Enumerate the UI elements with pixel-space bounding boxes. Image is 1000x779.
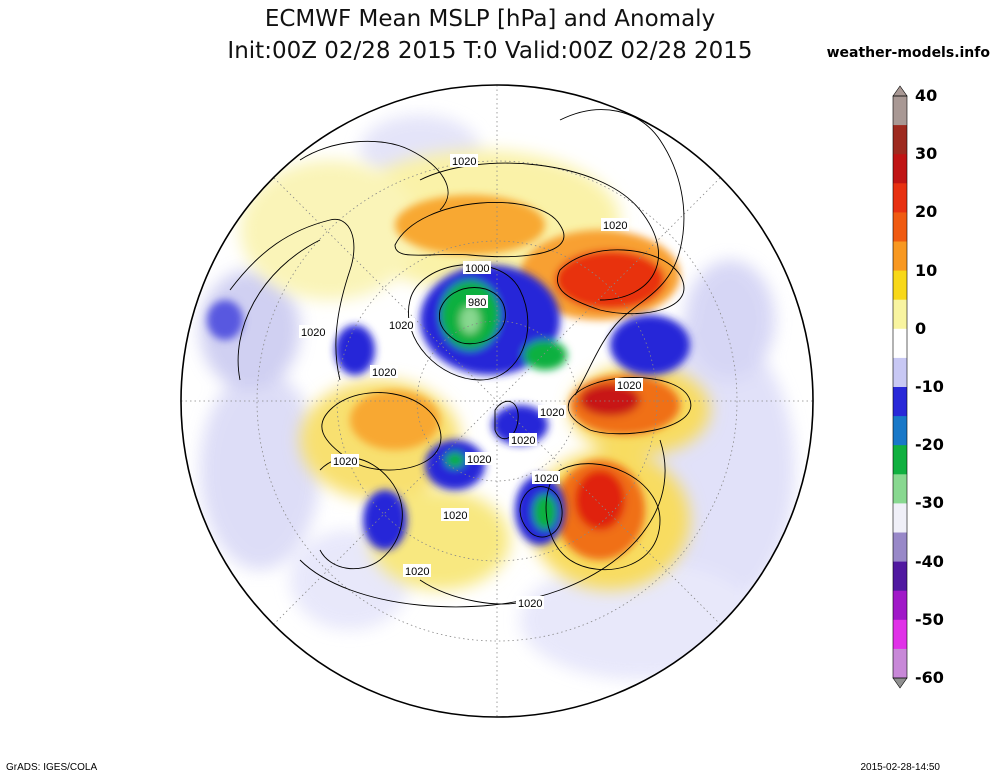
colorbar-segment (893, 328, 907, 359)
colorbar-tick-label: -20 (915, 435, 944, 455)
colorbar-segment (893, 416, 907, 446)
isobar-label: 1020 (509, 433, 537, 447)
colorbar-segment (893, 387, 907, 417)
svg-text:1000: 1000 (465, 263, 489, 275)
isobar-label: 1020 (370, 365, 398, 379)
site-label: weather-models.info (826, 45, 990, 61)
footer-credit: GrADS: IGES/COLA (6, 762, 98, 773)
colorbar-segment (893, 532, 907, 563)
isobar-label: 1020 (465, 452, 493, 466)
colorbar-segment (893, 154, 907, 184)
svg-text:1020: 1020 (452, 156, 476, 168)
colorbar-segment (893, 212, 907, 242)
colorbar-tick-label: 0 (915, 318, 927, 338)
svg-text:1020: 1020 (467, 454, 491, 466)
map-title: ECMWF Mean MSLP [hPa] and Anomaly (264, 6, 716, 32)
isobar-label: 1020 (387, 318, 415, 332)
isobar-label: 1020 (299, 325, 327, 339)
colorbar-tick-label: -50 (915, 609, 944, 629)
isobar-label: 1020 (601, 218, 629, 232)
globe-border (180, 84, 814, 718)
colorbar (892, 85, 908, 689)
colorbar-segment (893, 125, 907, 155)
footer-timestamp: 2015-02-28-14:50 (860, 762, 940, 773)
svg-text:1020: 1020 (603, 220, 627, 232)
isobar-label: 1020 (441, 508, 469, 522)
svg-text:1020: 1020 (301, 327, 325, 339)
colorbar-tick-label: -10 (915, 377, 944, 396)
colorbar-tick-label: 20 (915, 202, 938, 222)
svg-text:1020: 1020 (518, 598, 542, 610)
svg-text:1020: 1020 (540, 407, 564, 419)
colorbar-segment (893, 445, 907, 475)
svg-text:1020: 1020 (511, 435, 535, 447)
colorbar-tick-label: 40 (915, 86, 938, 105)
colorbar-tick-label: -30 (915, 493, 944, 513)
colorbar-segment (893, 619, 907, 650)
colorbar-tick-label: -40 (915, 551, 944, 571)
colorbar-segment (893, 648, 907, 679)
svg-text:1020: 1020 (443, 510, 467, 522)
colorbar-segment (893, 96, 907, 126)
isobar-label: 1020 (532, 471, 560, 485)
svg-text:1020: 1020 (405, 566, 429, 578)
isobar-labels: 1020 1020 1020 1020 1000 980 1020 1020 1… (299, 154, 643, 610)
colorbar-segment (893, 357, 907, 388)
isobar-label: 1020 (615, 378, 643, 392)
map-fill (181, 85, 813, 717)
isobar-label: 1020 (331, 454, 359, 468)
colorbar-tick-label: 10 (915, 260, 938, 280)
svg-text:1020: 1020 (534, 473, 558, 485)
isobar-label: 1000 (463, 261, 491, 275)
colorbar-segment (893, 474, 907, 504)
colorbar-segment (893, 183, 907, 213)
colorbar-segment (893, 590, 907, 621)
colorbar-segment (893, 270, 907, 301)
colorbar-segment (893, 299, 907, 330)
colorbar-segment (893, 561, 907, 592)
svg-text:1020: 1020 (333, 456, 357, 468)
map-subtitle: Init:00Z 02/28 2015 T:0 Valid:00Z 02/28 … (227, 38, 753, 64)
isobar-label: 1020 (538, 405, 566, 419)
colorbar-segment (893, 503, 907, 533)
colorbar-tick-label: 30 (915, 144, 938, 164)
svg-text:980: 980 (468, 297, 486, 309)
colorbar-segment (893, 241, 907, 272)
isobar-label: 1020 (403, 564, 431, 578)
svg-text:1020: 1020 (372, 367, 396, 379)
colorbar-bottom-arrow (892, 677, 908, 689)
isobar-label: 1020 (516, 596, 544, 610)
svg-text:1020: 1020 (617, 380, 641, 392)
isobar-label: 1020 (450, 154, 478, 168)
colorbar-tick-label: -60 (915, 668, 944, 687)
isobar-label: 980 (466, 295, 488, 309)
colorbar-top-arrow (892, 85, 908, 97)
svg-text:1020: 1020 (389, 320, 413, 332)
